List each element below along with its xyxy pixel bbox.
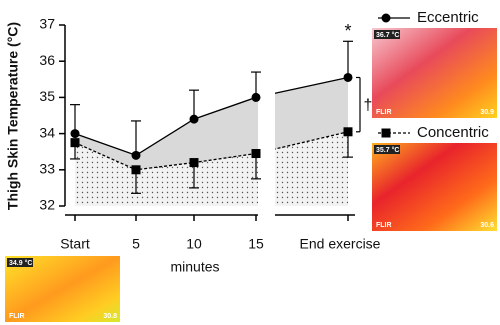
image-min: 30.9 [480, 109, 494, 116]
x-tick-label: 5 [132, 236, 140, 252]
y-tick-label: 36 [39, 52, 55, 68]
legend-marker [381, 128, 391, 138]
x-tick-label: Start [60, 236, 90, 252]
legend-marker [381, 13, 391, 23]
marker [131, 150, 141, 160]
legend-label: Eccentric [417, 9, 479, 26]
y-axis-title: Thigh Skin Temperature (°C) [5, 22, 21, 210]
image-reading: 36.7 °C [376, 31, 399, 39]
image-badge [374, 30, 400, 39]
image-brand: FLIR [376, 222, 392, 229]
thermal-images: 36.7 °C 35.7 °C 34.9 °C FLIR FLIR FLIR 3… [5, 28, 497, 322]
image-badge [7, 258, 33, 267]
image-badge [374, 145, 400, 154]
y-tick-label: 37 [39, 16, 55, 32]
y-tick-label: 34 [39, 124, 55, 140]
marker [70, 138, 80, 148]
x-tick-label: End exercise [300, 236, 381, 252]
marker [189, 158, 199, 168]
legend-label: Concentric [417, 124, 489, 141]
x-axis-title: minutes [170, 259, 219, 275]
marker [343, 127, 353, 137]
y-tick-label: 32 [39, 197, 55, 213]
x-tick-label: 15 [248, 236, 264, 252]
area-under-concentric [75, 131, 348, 206]
thermal-image [372, 28, 497, 118]
marker [251, 92, 261, 102]
marker [131, 165, 141, 175]
image-reading: 35.7 °C [376, 146, 399, 154]
image-reading: 34.9 °C [9, 259, 32, 267]
image-brand: FLIR [376, 109, 392, 116]
thermal-image [372, 143, 497, 231]
marker [251, 149, 261, 159]
x-tick-label: 10 [186, 236, 202, 252]
y-tick-label: 33 [39, 161, 55, 177]
annotation: † [364, 97, 373, 114]
annotation: * [344, 21, 351, 41]
marker [70, 129, 80, 139]
area-between [75, 77, 348, 170]
marker [343, 72, 353, 82]
plot-area [74, 76, 349, 206]
image-brand: FLIR [9, 313, 25, 320]
image-min: 30.8 [103, 313, 117, 320]
marker [189, 114, 199, 124]
image-min: 30.6 [480, 222, 494, 229]
y-tick-label: 35 [39, 88, 55, 104]
